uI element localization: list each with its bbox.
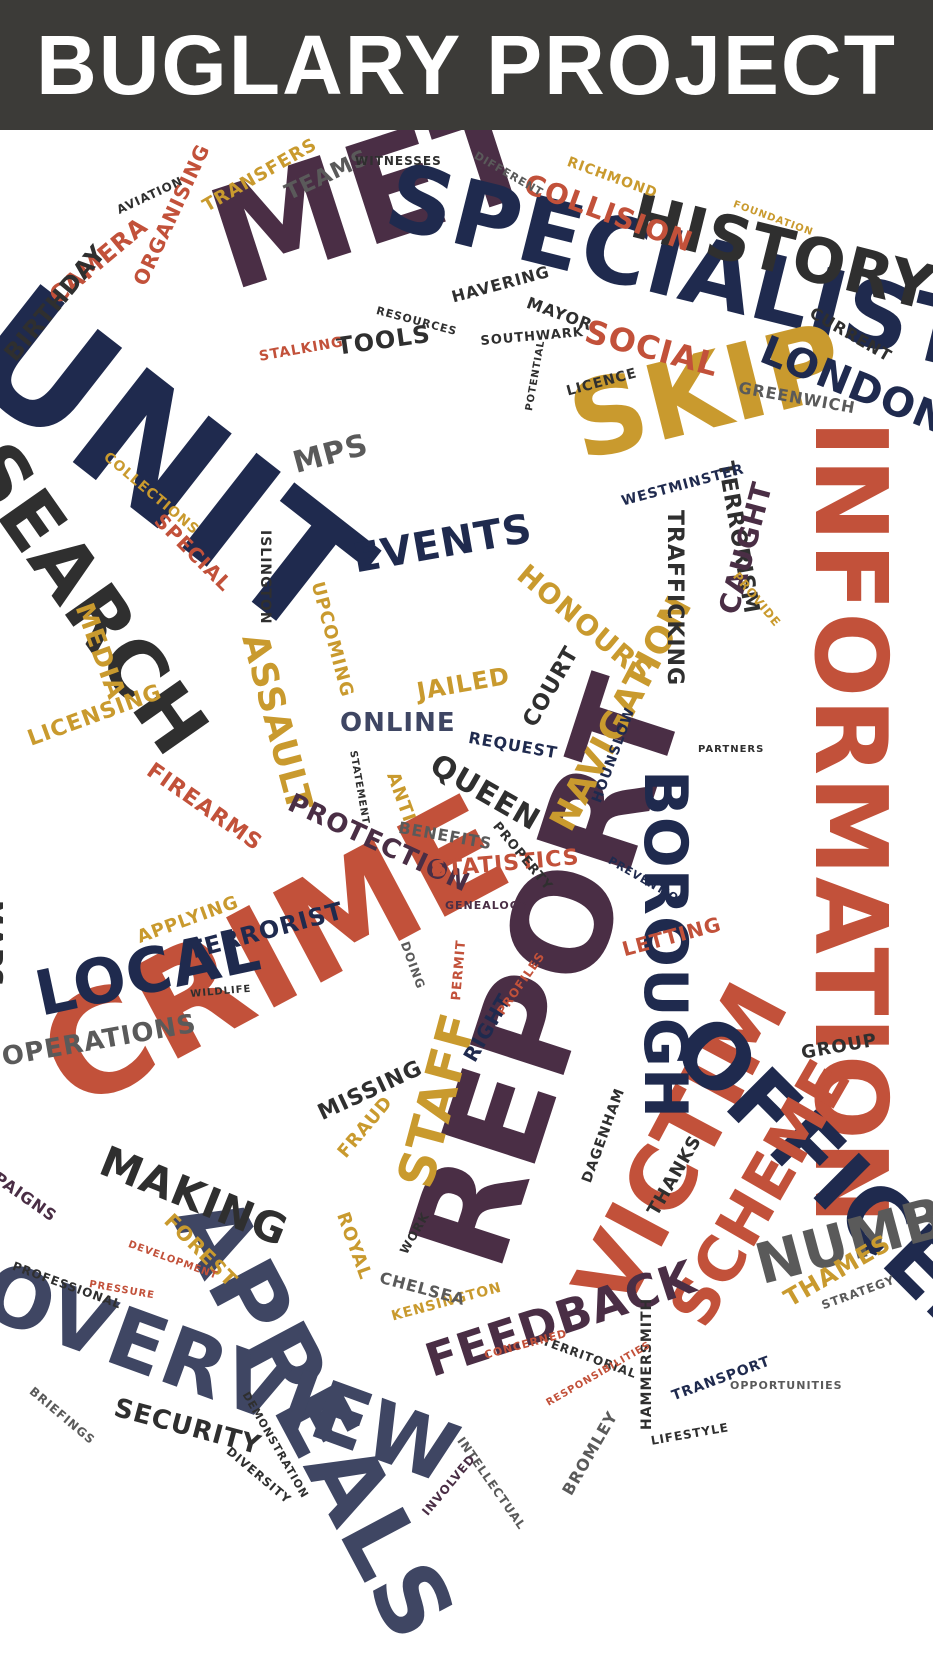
cloud-word-firearms: FIREARMS bbox=[141, 758, 267, 857]
cloud-word-hammersmith: HAMMERSMITH bbox=[639, 1297, 655, 1430]
cloud-word-bromley: BROMLEY bbox=[558, 1407, 622, 1499]
cloud-word-organising: ORGANISING bbox=[128, 140, 215, 290]
cloud-word-genealogy: GENEALOGY bbox=[445, 899, 529, 912]
cloud-word-royal: ROYAL bbox=[332, 1209, 376, 1283]
cloud-word-witnesses: WITNESSES bbox=[355, 154, 442, 168]
cloud-word-maps: MAPS bbox=[0, 900, 7, 988]
cloud-word-potential: POTENTIAL bbox=[524, 339, 548, 412]
cloud-word-intellectual: INTELLECTUAL bbox=[454, 1434, 529, 1533]
cloud-word-police: POLICE bbox=[0, 530, 30, 1258]
cloud-word-briefings: BRIEFINGS bbox=[26, 1384, 98, 1448]
word-cloud: MET SPECIALIST HISTORY UNIT SKIP INFORMATION P… bbox=[0, 130, 933, 1661]
cloud-word-southwark: SOUTHWARK bbox=[479, 324, 585, 349]
cloud-word-islington: ISLINGTON bbox=[257, 530, 273, 625]
cloud-word-assault: ASSAULT bbox=[233, 629, 321, 817]
cloud-word-jailed: JAILED bbox=[414, 661, 513, 706]
cloud-word-partners: PARTNERS bbox=[698, 744, 765, 755]
page-title: BUGLARY PROJECT bbox=[36, 17, 897, 112]
cloud-word-stalking: STALKING bbox=[257, 334, 345, 365]
cloud-word-online: ONLINE bbox=[340, 708, 456, 738]
title-banner: BUGLARY PROJECT bbox=[0, 0, 933, 130]
cloud-word-mps: MPS bbox=[289, 427, 373, 481]
cloud-word-opportunities: OPPORTUNITIES bbox=[730, 1379, 843, 1392]
cloud-word-trafficking: TRAFFICKING bbox=[662, 510, 687, 687]
cloud-word-lifestyle: LIFESTYLE bbox=[649, 1420, 730, 1448]
cloud-word-upcoming: UPCOMING bbox=[306, 579, 358, 700]
